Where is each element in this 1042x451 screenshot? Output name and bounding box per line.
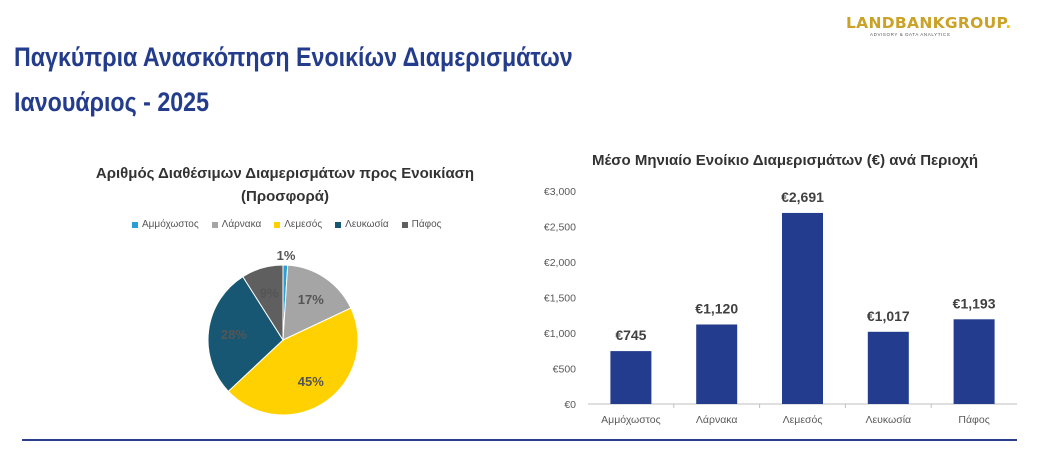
bar-0 (610, 351, 652, 404)
pie-title-line2: (Προσφορά) (241, 188, 329, 205)
y-tick-label-3: €1,500 (544, 293, 576, 305)
legend-swatch (335, 221, 342, 228)
pie-title-line1: Αριθμός Διαθέσιμων Διαμερισμάτων προς Εν… (95, 165, 475, 182)
pie-label-4: 9% (260, 285, 279, 300)
bar-value-label-1: €1,120 (695, 300, 738, 316)
y-tick-label-0: €0 (564, 399, 576, 411)
bar-4 (953, 319, 995, 404)
logo-subtext: ADVISORY & DATA ANALYTICS (870, 32, 951, 37)
bottom-divider (22, 439, 1017, 441)
legend-item-3: Λευκωσία (335, 219, 389, 230)
legend-item-4: Πάφος (401, 219, 442, 230)
bar-value-label-2: €2,691 (781, 189, 824, 205)
legend-swatch (211, 221, 218, 228)
pie-slice-4 (242, 264, 284, 342)
legend-item-0: Αμμόχωστος (132, 219, 199, 230)
landbank-logo: LANDBANKGROUP. ADVISORY & DATA ANALYTICS (846, 14, 1032, 38)
legend-label: Λεμεσός (284, 219, 323, 230)
y-tick-label-5: €2,500 (544, 222, 576, 234)
x-tick-label-3: Λευκωσία (865, 414, 911, 426)
y-tick-label-1: €500 (553, 364, 577, 376)
bar-value-label-3: €1,017 (867, 308, 910, 324)
page-title: Παγκύπρια Ανασκόπηση Ενοικίων Διαμερισμά… (14, 42, 573, 72)
x-tick-label-4: Πάφος (958, 414, 989, 426)
legend-swatch (132, 221, 138, 228)
bar-1 (696, 324, 738, 404)
x-tick-label-0: Αμμόχωστος (601, 414, 660, 426)
legend-item-1: Λάρνακα (211, 219, 262, 230)
bar-3 (867, 331, 909, 404)
pie-slice-2 (227, 307, 359, 416)
legend-label: Λευκωσία (345, 219, 389, 230)
legend-item-2: Λεμεσός (274, 219, 322, 230)
pie-chart-title: Αριθμός Διαθέσιμων Διαμερισμάτων προς Εν… (90, 162, 480, 208)
bar-chart-title: Μέσο Μηνιαίο Ενοίκιο Διαμερισμάτων (€) α… (591, 152, 979, 169)
pie-label-2: 45% (298, 374, 324, 389)
pie-slice-1 (282, 264, 352, 341)
y-tick-label-6: €3,000 (544, 186, 576, 198)
y-tick-label-2: €1,000 (544, 328, 576, 340)
legend-swatch (401, 221, 408, 228)
legend-label: Πάφος (411, 219, 442, 230)
pie-label-1: 17% (298, 292, 324, 307)
legend-label: Λάρνακα (221, 219, 262, 230)
legend-label: Αμμόχωστος (142, 219, 199, 230)
x-tick-label-1: Λάρνακα (696, 414, 738, 426)
y-tick-label-4: €2,000 (544, 257, 576, 269)
pie-label-3: 28% (221, 327, 247, 342)
pie-label-0: 1% (277, 248, 296, 263)
x-tick-label-2: Λεμεσός (783, 414, 823, 426)
pie-slice-3 (207, 275, 284, 393)
logo-text: LANDBANKGROUP (846, 14, 1006, 32)
legend-swatch (274, 221, 281, 228)
page-subtitle-date: Ιανουάριος - 2025 (14, 87, 209, 117)
pie-legend: Αμμόχωστος Λάρνακα Λεμεσός Λευκωσία Πάφος (132, 219, 442, 230)
bar-value-label-4: €1,193 (953, 295, 996, 311)
bar-value-label-0: €745 (615, 327, 646, 343)
bar-2 (782, 212, 823, 404)
logo-dot: . (1005, 14, 1012, 32)
